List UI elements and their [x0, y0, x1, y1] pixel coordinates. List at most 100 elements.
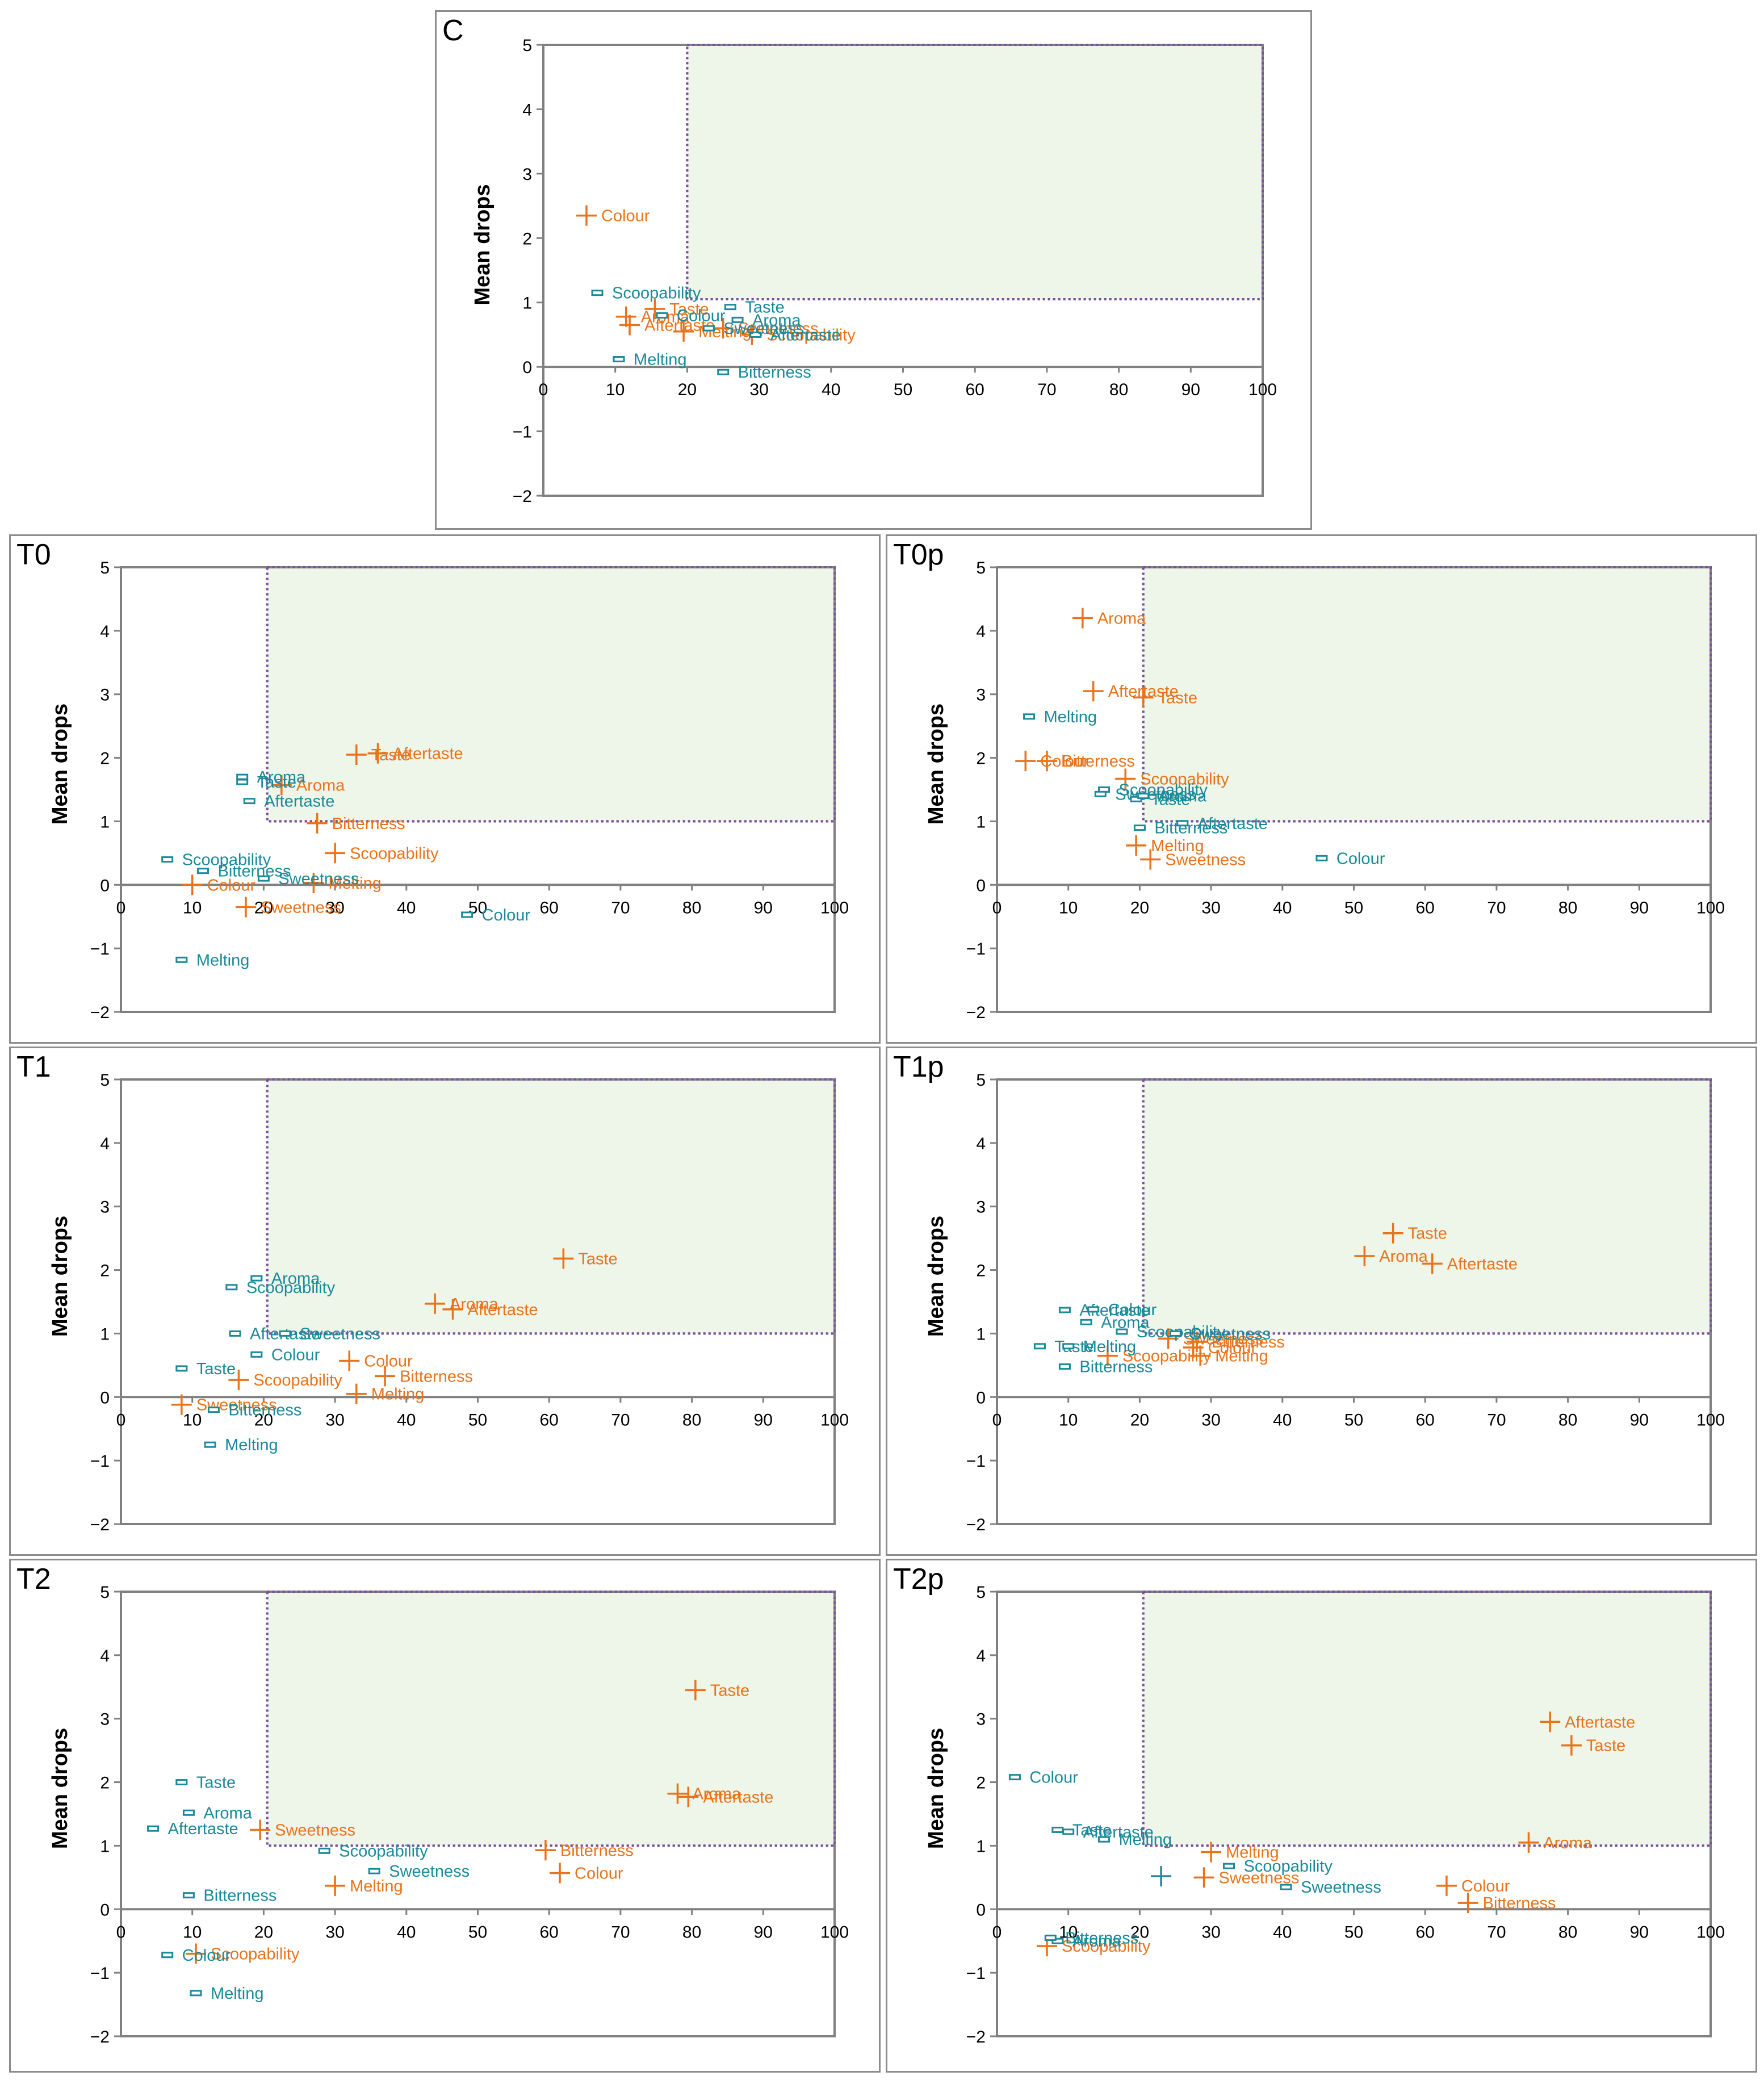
dash-marker-aftertaste [147, 1825, 160, 1832]
plus-marker-scoopability [185, 1943, 206, 1964]
point-label: Colour [1336, 849, 1385, 868]
point-label: Scoopability [612, 284, 701, 303]
x-tick-label: 80 [1558, 1923, 1577, 1941]
plus-marker-bitterness [1457, 1893, 1478, 1914]
point-label: Aftertaste [1447, 1255, 1518, 1273]
x-tick-label: 90 [754, 1923, 773, 1941]
target-region-border [1142, 1078, 1712, 1335]
point-label: Aroma [692, 1785, 741, 1803]
y-tick-label: 5 [100, 1583, 110, 1602]
dash-marker-colour [461, 911, 474, 918]
point-label: Aroma [257, 768, 306, 786]
x-tick-label: 70 [1037, 380, 1056, 399]
plus-marker-colour [576, 205, 597, 226]
point-label: Scoopability [1062, 1937, 1151, 1956]
dash-marker-taste [1130, 796, 1142, 802]
x-tick-label: 90 [754, 898, 773, 917]
dash-marker-bitterness [1044, 1935, 1057, 1941]
point-label: Bitterness [738, 363, 811, 382]
x-tick-label: 20 [254, 1411, 273, 1429]
point-label: Bitterness [400, 1367, 473, 1386]
y-tick-label: 0 [100, 876, 110, 895]
dash-marker-aroma [1080, 1319, 1092, 1325]
dash-marker-sweetness [1280, 1884, 1292, 1890]
y-axis-label: Mean drops [924, 1216, 948, 1337]
y-tick-label: 4 [976, 1135, 986, 1153]
x-tick-label: 20 [1130, 898, 1149, 917]
x-tick-label: 10 [183, 1411, 202, 1429]
point-label: Scoopability [182, 851, 271, 869]
x-tick-label: 10 [183, 898, 202, 917]
dash-marker-scoopability [161, 856, 174, 863]
plus-marker-melting [346, 1383, 367, 1404]
y-tick-label: 0 [976, 1901, 986, 1919]
point-label: Colour [1461, 1877, 1510, 1895]
point-label: Colour [677, 307, 726, 325]
x-tick-label: 0 [992, 1411, 1002, 1429]
chart-title: T1p [893, 1051, 944, 1083]
point-label: Bitterness [1079, 1358, 1153, 1376]
plus-marker-sweetness [171, 1394, 192, 1415]
x-tick-label: 70 [1487, 898, 1506, 917]
plus-marker-colour [1436, 1875, 1457, 1896]
x-tick-label: 60 [540, 898, 559, 917]
x-tick-label: 100 [820, 898, 849, 917]
y-tick-label: 2 [976, 750, 986, 768]
dash-marker-bitterness [1133, 825, 1146, 831]
x-tick-label: 60 [1416, 898, 1435, 917]
plus-marker-aroma [1518, 1832, 1539, 1853]
dash-marker-bitterness [182, 1892, 195, 1899]
point-label: Colour [1108, 1301, 1157, 1319]
point-label: Bitterness [1212, 1333, 1285, 1351]
dash-marker-sweetness [368, 1868, 380, 1874]
dash-marker-aftertaste [243, 798, 255, 805]
x-tick-label: 70 [611, 1923, 630, 1941]
x-tick-label: 60 [540, 1411, 559, 1429]
dash-marker-colour [161, 1952, 174, 1958]
x-tick-label: 0 [116, 1411, 126, 1429]
target-region [266, 1078, 836, 1335]
dash-marker-scoopability [1116, 1328, 1128, 1335]
y-tick-label: −2 [513, 487, 532, 506]
plus-marker-sweetness [250, 1819, 271, 1840]
plus-marker-bitterness [535, 1840, 556, 1861]
dash-marker-aroma [250, 1275, 263, 1282]
x-tick-label: 20 [1130, 1411, 1149, 1429]
dash-marker-scoopability [318, 1847, 330, 1854]
x-tick-label: 30 [749, 380, 768, 399]
y-tick-label: 0 [100, 1388, 110, 1407]
x-tick-label: 90 [1630, 1923, 1649, 1941]
plus-marker-aftertaste [1422, 1253, 1443, 1274]
plus-marker-scoopability [325, 843, 346, 864]
plus-marker-melting [1126, 835, 1147, 856]
point-label: Melting [211, 1985, 264, 2003]
point-label: Taste [1586, 1737, 1625, 1755]
x-tick-label: 90 [1630, 1411, 1649, 1429]
chart-title: T2p [893, 1563, 944, 1596]
chart-title: T0 [16, 538, 51, 571]
point-label: Aftertaste [1565, 1713, 1635, 1731]
y-tick-label: 4 [976, 622, 986, 641]
y-tick-label: −2 [90, 1003, 110, 1022]
y-axis-label: Mean drops [471, 184, 495, 305]
plus-marker-sweetness [1158, 1328, 1179, 1349]
y-axis-label: Mean drops [924, 1728, 948, 1849]
y-tick-label: 2 [522, 229, 532, 248]
point-label: Bitterness [203, 1887, 276, 1905]
plus-marker-taste [1382, 1223, 1403, 1244]
dash-marker-scoopability [225, 1284, 238, 1291]
y-tick-label: −1 [90, 1964, 110, 1983]
dash-marker-bitterness [207, 1407, 220, 1413]
y-tick-label: −1 [966, 940, 986, 959]
chart-panel-T0p: −2 −1 0 1 2 3 4 5 0 10 20 30 40 50 60 70 80 90 100 Mean dro… [886, 534, 1757, 1044]
dash-marker-bitterness [1058, 1363, 1071, 1370]
y-tick-label: 2 [100, 1774, 110, 1793]
x-tick-label: 50 [894, 380, 912, 399]
y-tick-label: 2 [976, 1774, 986, 1793]
y-tick-label: 5 [100, 559, 110, 577]
target-region [1142, 1078, 1712, 1335]
plus-marker-taste [1133, 687, 1154, 708]
plus-marker-aftertaste [1083, 681, 1104, 702]
plus-marker-melting [673, 321, 694, 342]
